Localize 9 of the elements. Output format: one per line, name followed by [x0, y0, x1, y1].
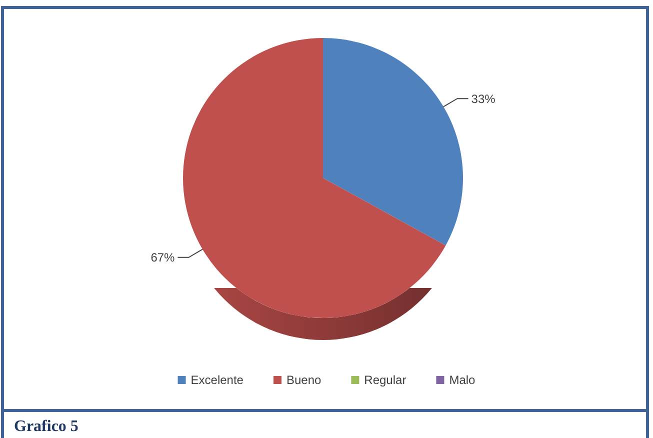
- legend-label: Regular: [364, 373, 406, 388]
- data-label: 33%: [471, 92, 496, 106]
- pie-slice: [323, 38, 463, 246]
- legend-label: Malo: [449, 373, 476, 388]
- text: Grafico 5: [14, 418, 78, 435]
- pie-slice: [183, 38, 446, 318]
- data-label: 67%: [150, 250, 176, 265]
- legend-label: Excelente: [190, 373, 244, 388]
- legend-label: Bueno: [286, 373, 322, 388]
